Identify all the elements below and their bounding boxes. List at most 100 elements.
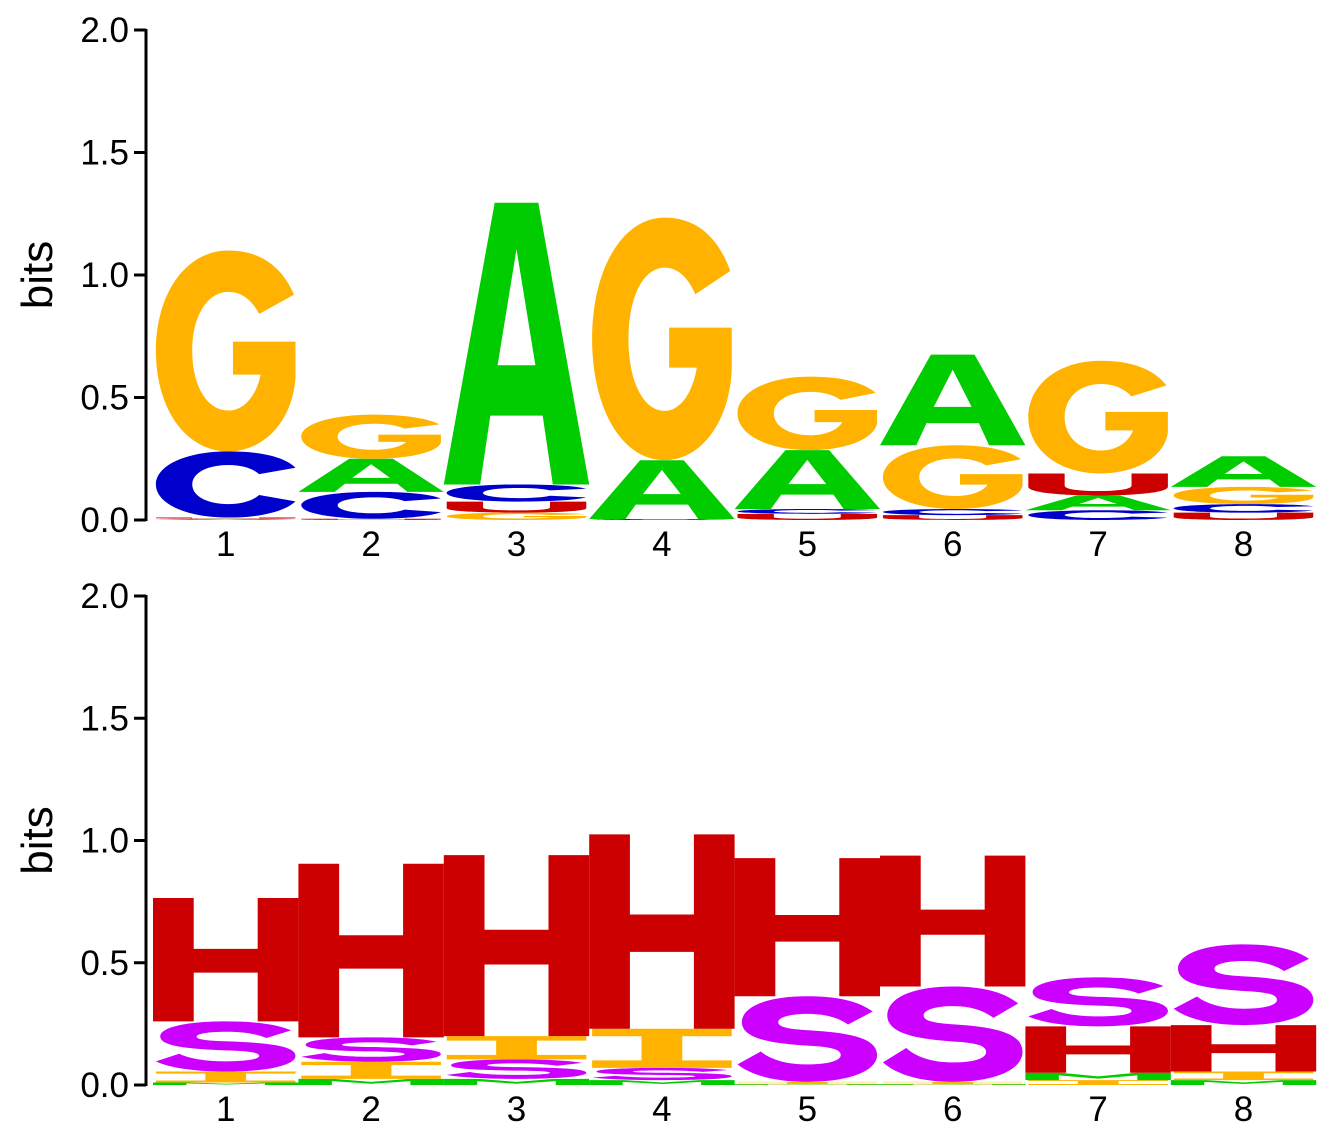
logo-column-1: [153, 250, 299, 520]
x-tick-label: 1: [216, 525, 235, 564]
logo-letter-s: [1173, 944, 1314, 1026]
y-tick-label: 2.0: [80, 577, 129, 616]
logo-letter-g: [882, 445, 1023, 509]
logo-letter-a: [734, 450, 880, 509]
x-tick-label: 2: [361, 525, 380, 564]
logo-letter-g: [737, 376, 878, 451]
logo-letter-s: [882, 986, 1023, 1082]
logo-letter-i: [155, 1071, 296, 1083]
logo-letter-c: [1028, 510, 1168, 520]
y-tick-label: 1.0: [80, 822, 129, 861]
logo-letter-c: [1173, 504, 1314, 513]
logo-letter-s: [592, 1067, 732, 1081]
logo-letter-h: [1025, 1026, 1171, 1073]
x-tick-label: 5: [798, 525, 817, 564]
logo-column-2: [298, 414, 444, 520]
x-tick-label: 6: [943, 525, 962, 564]
y-tick-label: 0.5: [80, 944, 129, 983]
x-tick-label: 7: [1088, 525, 1107, 564]
logo-letter-m: [298, 1078, 444, 1085]
y-tick-label: 2.0: [80, 11, 129, 50]
logo-letter-u: [155, 517, 296, 519]
logo-letter-h: [1170, 1025, 1317, 1072]
x-tick-label: 3: [507, 1090, 526, 1129]
logo-letter-u: [882, 515, 1023, 520]
logo-column-7: [1025, 360, 1171, 520]
logo-letter-m: [1025, 1072, 1171, 1081]
x-tick-label: 1: [216, 1090, 235, 1129]
logo-column-4: [589, 217, 735, 520]
logo-letter-i: [1173, 1071, 1314, 1081]
logo-letter-h: [880, 855, 1026, 987]
logo-column-2: [298, 863, 444, 1085]
x-tick-label: 2: [361, 1090, 380, 1129]
x-tick-label: 4: [652, 525, 671, 564]
logo-letter-c: [301, 491, 441, 519]
x-tick-label: 7: [1088, 1090, 1107, 1129]
logo-column-8: [1170, 944, 1317, 1085]
logo-letter-a: [589, 460, 735, 520]
logo-letter-a: [153, 518, 299, 520]
logo-column-1: [153, 897, 299, 1085]
logo-letter-i: [737, 1081, 878, 1085]
logo-letter-c: [737, 508, 878, 514]
logo-letter-a: [880, 354, 1026, 446]
logo-column-8: [1170, 456, 1317, 520]
logo-letter-m: [443, 1078, 590, 1085]
logo-letter-a: [443, 202, 590, 485]
logo-letter-c: [882, 508, 1023, 516]
logo-letter-g: [301, 414, 441, 459]
logo-column-6: [880, 855, 1026, 1085]
y-tick-label: 1.5: [80, 134, 129, 173]
logo-letter-a: [1170, 456, 1317, 487]
x-tick-label: 5: [798, 1090, 817, 1129]
logo-letter-h: [298, 863, 444, 1038]
logo-panel-2: 0.0 0.5 1.0 1.5 2.0 bits 1 2 3 4 5 6 7 8: [13, 577, 1317, 1129]
y-axis-label: bits: [13, 241, 62, 309]
y-tick-label: 1.0: [80, 256, 129, 295]
logo-letter-h: [153, 897, 299, 1022]
logo-letter-u: [446, 501, 587, 513]
y-axis-label: bits: [13, 806, 62, 874]
logo-letter-m: [589, 1080, 735, 1085]
logo-column-5: [734, 376, 880, 520]
logo-letter-i: [446, 1036, 587, 1060]
logo-letter-h: [443, 855, 590, 1037]
logo-letter-u: [1028, 473, 1168, 496]
logo-letter-m: [153, 1082, 299, 1085]
logo-letter-a: [1025, 495, 1171, 511]
logo-letter-c: [592, 519, 732, 520]
x-tick-label: 6: [943, 1090, 962, 1129]
logo-letter-m: [734, 1084, 880, 1085]
logo-letter-g: [592, 217, 732, 461]
y-tick-label: 1.5: [80, 699, 129, 738]
logo-letter-s: [155, 1021, 296, 1072]
logo-letter-g: [446, 512, 587, 520]
logo-column-3: [443, 202, 590, 520]
logo-letter-i: [592, 1028, 732, 1068]
logo-letter-u: [737, 513, 878, 520]
y-tick-label: 0.0: [80, 501, 129, 540]
logo-letter-i: [301, 1061, 441, 1079]
logo-column-5: [734, 858, 880, 1085]
logo-letter-m: [1170, 1080, 1317, 1085]
logo-letter-c: [155, 451, 296, 518]
logo-letter-c: [446, 484, 587, 502]
logo-column-6: [880, 354, 1026, 520]
x-tick-label: 3: [507, 525, 526, 564]
logo-letter-u: [301, 518, 441, 520]
logo-letter-g: [1028, 360, 1168, 474]
logo-letter-s: [301, 1037, 441, 1062]
x-tick-label: 8: [1234, 525, 1253, 564]
logo-letter-a: [298, 458, 444, 492]
y-tick-label: 0.5: [80, 379, 129, 418]
logo-letter-h: [589, 834, 735, 1029]
logo-letter-m: [880, 1084, 1026, 1085]
logo-letter-s: [446, 1059, 587, 1079]
logo-letter-i: [1028, 1080, 1168, 1085]
logo-letter-u: [1173, 512, 1314, 520]
logo-letter-g: [155, 250, 296, 452]
logo-letter-s: [737, 996, 878, 1082]
x-tick-label: 8: [1234, 1090, 1253, 1129]
logo-column-7: [1025, 977, 1171, 1085]
